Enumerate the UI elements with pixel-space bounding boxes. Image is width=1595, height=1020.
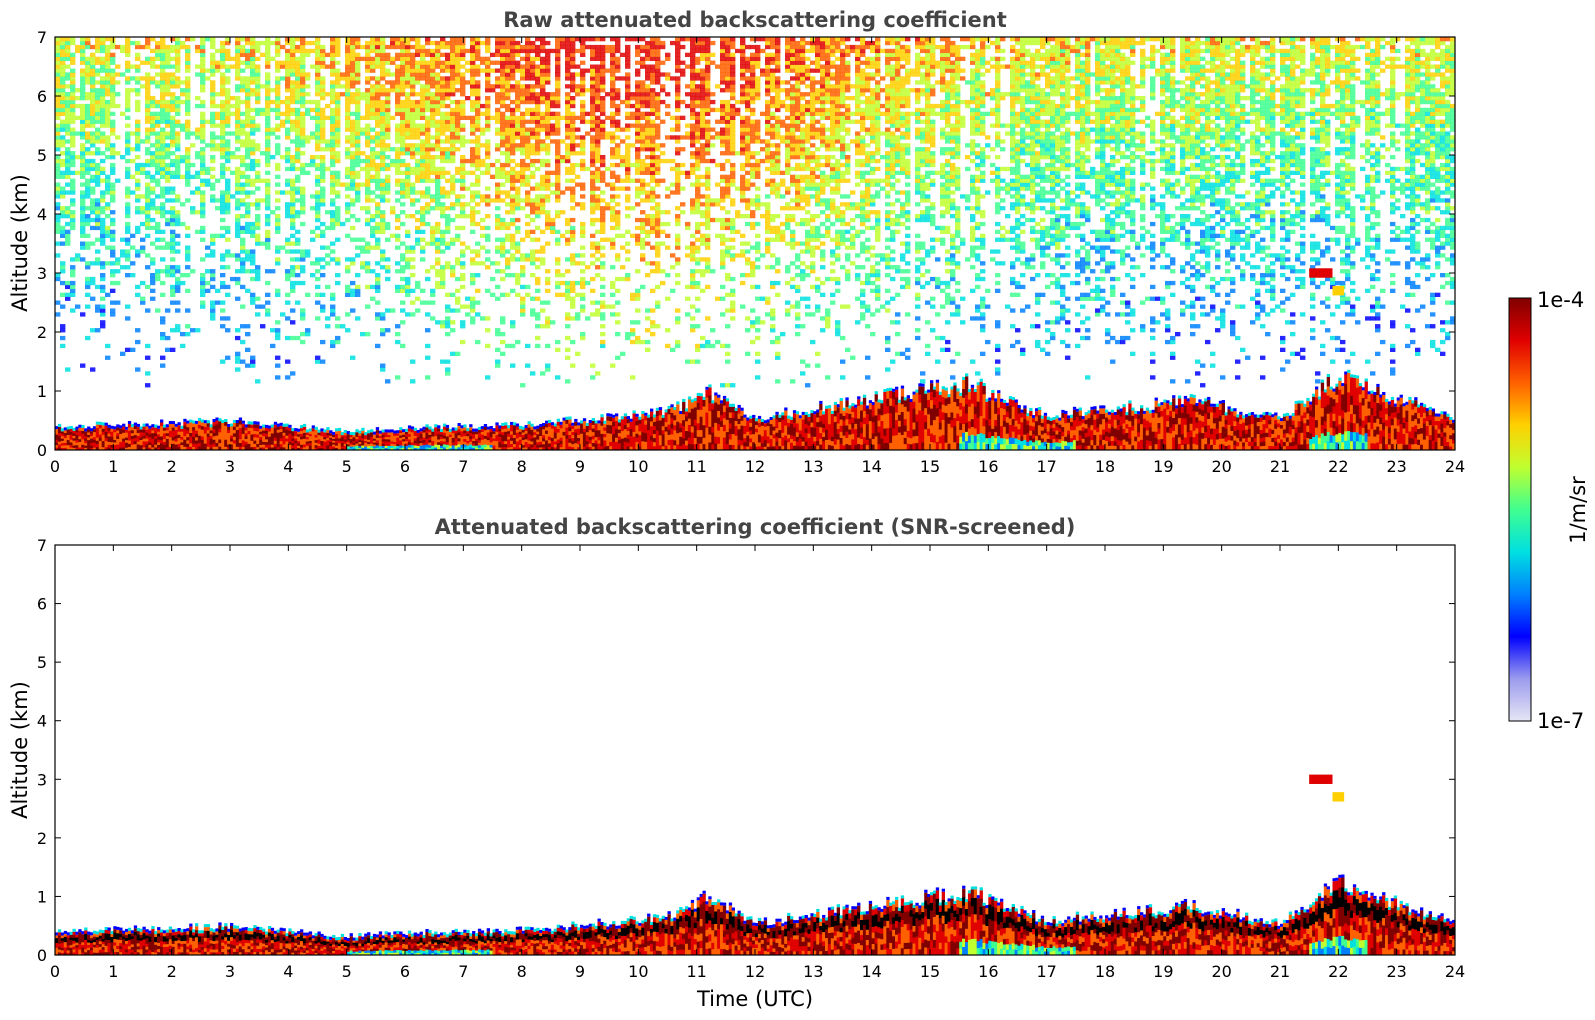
- y-tick-label: 2: [37, 829, 47, 848]
- x-tick-label: 9: [575, 457, 585, 476]
- x-tick-label: 15: [920, 457, 940, 476]
- x-tick-label: 14: [861, 457, 881, 476]
- x-tick-label: 24: [1445, 962, 1465, 981]
- x-tick-label: 13: [803, 457, 823, 476]
- raw-elevated-layer: [1309, 268, 1333, 278]
- x-tick-label: 12: [745, 457, 765, 476]
- colorbar-max-label: 1e-4: [1537, 288, 1584, 312]
- y-tick-label: 2: [37, 323, 47, 342]
- x-tick-label: 22: [1328, 962, 1348, 981]
- y-tick-label: 3: [37, 264, 47, 283]
- x-tick-label: 1: [108, 457, 118, 476]
- x-tick-label: 13: [803, 962, 823, 981]
- x-tick-label: 23: [1386, 962, 1406, 981]
- snr-elevated-layer: [1309, 774, 1333, 784]
- x-tick-label: 11: [686, 962, 706, 981]
- x-tick-label: 8: [517, 962, 527, 981]
- x-tick-label: 6: [400, 962, 410, 981]
- x-tick-label: 10: [628, 962, 648, 981]
- y-tick-label: 1: [37, 887, 47, 906]
- x-tick-label: 18: [1095, 457, 1115, 476]
- x-tick-label: 4: [283, 457, 293, 476]
- colorbar-units-label: 1/m/sr: [1566, 476, 1590, 544]
- x-tick-label: 17: [1036, 457, 1056, 476]
- snr-panel-title: Attenuated backscattering coefficient (S…: [435, 515, 1076, 539]
- x-tick-label: 24: [1445, 457, 1465, 476]
- x-tick-label: 9: [575, 962, 585, 981]
- y-tick-label: 5: [37, 653, 47, 672]
- x-tick-label: 16: [978, 457, 998, 476]
- x-tick-label: 2: [167, 457, 177, 476]
- colorbar-bar: [1508, 297, 1532, 722]
- snr-plot-frame: [54, 544, 1456, 956]
- snr-elevated-layer: [1332, 792, 1345, 802]
- colorbar: 1e-4 1e-7 1/m/sr: [1508, 288, 1590, 733]
- x-tick-label: 10: [628, 457, 648, 476]
- x-tick-label: 8: [517, 457, 527, 476]
- x-tick-label: 22: [1328, 457, 1348, 476]
- snr-screened-panel: Attenuated backscattering coefficient (S…: [8, 515, 1465, 1011]
- x-tick-label: 20: [1211, 457, 1231, 476]
- y-tick-label: 7: [37, 536, 47, 555]
- y-tick-label: 3: [37, 770, 47, 789]
- x-axis-label: Time (UTC): [696, 987, 813, 1011]
- colorbar-min-label: 1e-7: [1537, 709, 1584, 733]
- snr-y-axis-label: Altitude (km): [8, 681, 32, 819]
- x-tick-label: 23: [1386, 457, 1406, 476]
- x-tick-label: 19: [1153, 457, 1173, 476]
- x-tick-label: 18: [1095, 962, 1115, 981]
- x-tick-label: 15: [920, 962, 940, 981]
- raw-elevated-layer: [1332, 285, 1345, 296]
- x-tick-label: 16: [978, 962, 998, 981]
- x-tick-label: 20: [1211, 962, 1231, 981]
- x-tick-label: 7: [458, 457, 468, 476]
- x-tick-label: 1: [108, 962, 118, 981]
- y-tick-label: 6: [37, 87, 47, 106]
- x-tick-label: 17: [1036, 962, 1056, 981]
- raw-upper-noise-layer: [55, 37, 1455, 388]
- y-tick-label: 0: [37, 441, 47, 460]
- x-tick-label: 14: [861, 962, 881, 981]
- snr-boundary-layer: [55, 874, 1455, 955]
- y-tick-label: 4: [37, 712, 47, 731]
- raw-boundary-layer: [55, 369, 1455, 450]
- snr-plot-area: [55, 774, 1455, 955]
- raw-backscatter-panel: Raw attenuated backscattering coefficien…: [8, 8, 1465, 476]
- raw-y-axis-label: Altitude (km): [8, 174, 32, 312]
- x-tick-label: 0: [50, 457, 60, 476]
- x-tick-label: 0: [50, 962, 60, 981]
- y-tick-label: 7: [37, 28, 47, 47]
- x-tick-label: 6: [400, 457, 410, 476]
- y-tick-label: 5: [37, 146, 47, 165]
- x-tick-label: 11: [686, 457, 706, 476]
- x-tick-label: 5: [342, 457, 352, 476]
- raw-plot-area: [55, 37, 1455, 450]
- raw-panel-title: Raw attenuated backscattering coefficien…: [503, 8, 1007, 32]
- y-tick-label: 0: [37, 946, 47, 965]
- x-tick-label: 3: [225, 457, 235, 476]
- y-tick-label: 6: [37, 595, 47, 614]
- x-tick-label: 21: [1270, 457, 1290, 476]
- x-tick-label: 21: [1270, 962, 1290, 981]
- x-tick-label: 3: [225, 962, 235, 981]
- snr-axis-ticks: 0 1 2 3 4 5 6 7 8 9 10 11 12 13 14 15 16 17 18 19 20 21 22 23 24…: [37, 536, 1465, 981]
- y-tick-label: 1: [37, 382, 47, 401]
- x-tick-label: 2: [167, 962, 177, 981]
- x-tick-label: 19: [1153, 962, 1173, 981]
- y-tick-label: 4: [37, 205, 47, 224]
- x-tick-label: 12: [745, 962, 765, 981]
- x-tick-label: 7: [458, 962, 468, 981]
- raw-axis-ticks: 0 1 2 3 4 5 6 7 8 9 10 11 12 13 14 15 16 17 18 19 20 21 22 23 24…: [37, 28, 1465, 476]
- x-tick-label: 4: [283, 962, 293, 981]
- x-tick-label: 5: [342, 962, 352, 981]
